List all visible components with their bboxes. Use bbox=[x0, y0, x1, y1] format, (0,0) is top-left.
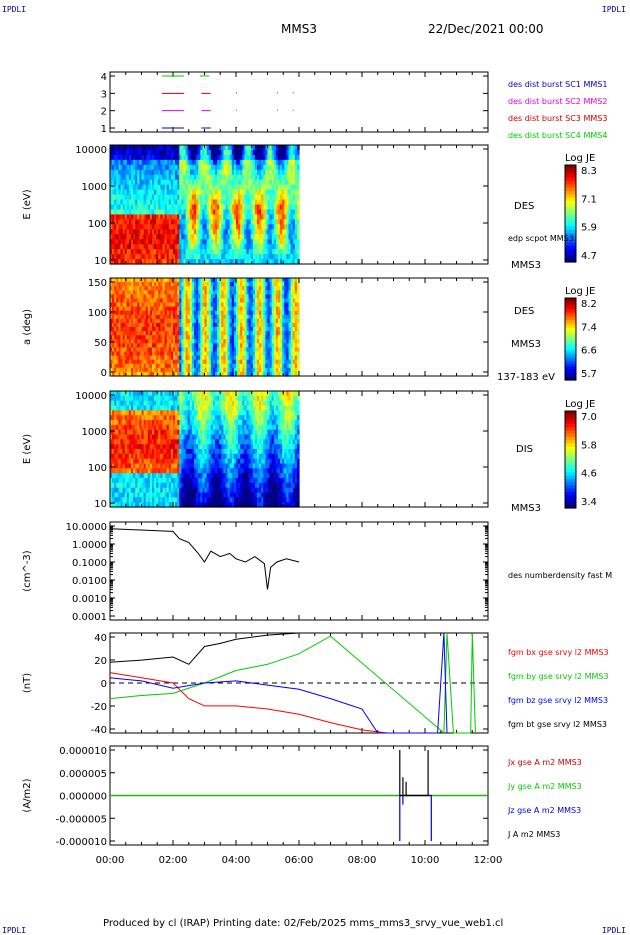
des-energy-colorbar-title: Log JE bbox=[565, 153, 595, 164]
availability-legend-entry: des dist burst SC1 MMS1 bbox=[508, 80, 607, 89]
availability-dot-sc2 bbox=[277, 110, 278, 111]
des-energy-instrument-label: DES bbox=[514, 201, 534, 212]
des-energy-colorbar-label: 4.7 bbox=[581, 251, 597, 262]
des-energy-y-label: 100 bbox=[88, 219, 107, 230]
des-pitch-cell bbox=[297, 339, 300, 344]
des-energy-cell bbox=[297, 200, 300, 206]
des-energy-colorbar-swatch bbox=[565, 188, 576, 192]
availability-dot-sc3 bbox=[277, 92, 278, 93]
des-energy-cell bbox=[297, 224, 300, 230]
des-energy-cell bbox=[297, 205, 300, 211]
availability-frame bbox=[110, 72, 488, 132]
des-pitch-cell bbox=[297, 303, 300, 308]
des-energy-colorbar-swatch bbox=[565, 168, 576, 172]
des-energy-y-label: 10000 bbox=[75, 145, 107, 156]
availability-dot-sc3 bbox=[236, 92, 237, 93]
availability-dot-sc2 bbox=[236, 110, 237, 111]
des-pitch-cell bbox=[297, 331, 300, 336]
des-pitch-instrument-label: DES bbox=[514, 306, 534, 317]
des-pitch-energy-range-label: 137-183 eV bbox=[497, 372, 555, 383]
des-pitch-cell bbox=[297, 307, 300, 312]
des-energy-colorbar-swatch bbox=[565, 226, 576, 230]
des-energy-colorbar-label: 8.3 bbox=[581, 166, 597, 177]
availability-legend-entry: des dist burst SC3 MMS3 bbox=[508, 114, 607, 123]
des-pitch-colorbar-label: 8.2 bbox=[581, 299, 597, 310]
des-energy-cell bbox=[297, 190, 300, 196]
des-pitch-cell bbox=[297, 364, 300, 369]
des-pitch-cell bbox=[297, 286, 300, 291]
des-pitch-cell bbox=[297, 335, 300, 340]
des-pitch-colorbar bbox=[565, 298, 576, 381]
des-energy-colorbar-swatch bbox=[565, 246, 576, 250]
des-energy-image bbox=[110, 145, 300, 265]
des-energy-cell bbox=[297, 249, 300, 255]
des-energy-cell bbox=[297, 254, 300, 260]
des-pitch-y-label: 0 bbox=[101, 368, 107, 379]
des-pitch-cell bbox=[297, 352, 300, 357]
des-energy-y-label: 10 bbox=[94, 256, 107, 267]
des-pitch-cell bbox=[297, 327, 300, 332]
des-energy-y-label: 1000 bbox=[82, 182, 107, 193]
dis-energy-image bbox=[110, 391, 300, 508]
des-energy-overlay-label: edp scpot MMS3 bbox=[508, 234, 574, 243]
des-pitch-axis-title: a (deg) bbox=[22, 309, 33, 345]
des-energy-cell bbox=[297, 244, 300, 250]
availability-y-label: 2 bbox=[101, 107, 107, 118]
des-energy-cell bbox=[297, 234, 300, 240]
des-pitch-cell bbox=[297, 290, 300, 295]
des-pitch-y-label: 150 bbox=[88, 278, 107, 289]
des-energy-cell bbox=[297, 210, 300, 216]
des-energy-spacecraft-label: MMS3 bbox=[511, 260, 541, 271]
des-energy-cell bbox=[297, 185, 300, 191]
des-energy-cell bbox=[297, 239, 300, 245]
des-energy-cell bbox=[297, 165, 300, 171]
des-energy-colorbar-swatch bbox=[565, 207, 576, 211]
des-pitch-colorbar-label: 6.6 bbox=[581, 346, 597, 357]
des-energy-cell bbox=[297, 219, 300, 225]
des-pitch-cell bbox=[297, 343, 300, 348]
des-energy-cell bbox=[297, 170, 300, 176]
des-pitch-cell bbox=[297, 323, 300, 328]
des-pitch-colorbar-label: 5.7 bbox=[581, 369, 597, 380]
des-pitch-cell bbox=[297, 347, 300, 352]
availability-y-label: 3 bbox=[101, 89, 107, 100]
availability-y-label: 4 bbox=[101, 72, 107, 83]
des-energy-colorbar-swatch bbox=[565, 256, 576, 260]
des-pitch-colorbar-label: 7.4 bbox=[581, 322, 597, 333]
des-energy-colorbar-label: 7.1 bbox=[581, 194, 597, 205]
des-pitch-cell bbox=[297, 315, 300, 320]
des-pitch-spacecraft-label: MMS3 bbox=[511, 339, 541, 350]
des-energy-cell bbox=[297, 180, 300, 186]
des-energy-axis-title: E (eV) bbox=[22, 189, 33, 219]
des-pitch-cell bbox=[297, 311, 300, 316]
des-energy-cell bbox=[297, 195, 300, 201]
des-energy-colorbar-swatch bbox=[565, 178, 576, 182]
des-energy-cell bbox=[297, 214, 300, 220]
des-pitch-colorbar-title: Log JE bbox=[565, 286, 595, 297]
des-energy-cell bbox=[297, 229, 300, 235]
des-energy-colorbar-swatch bbox=[565, 197, 576, 201]
availability-dot-sc2 bbox=[293, 110, 294, 111]
des-pitch-cell bbox=[297, 319, 300, 324]
des-pitch-cell bbox=[297, 294, 300, 299]
des-pitch-image bbox=[110, 278, 300, 377]
des-energy-colorbar bbox=[565, 165, 576, 263]
availability-dot-sc3 bbox=[293, 92, 294, 93]
des-pitch-y-label: 50 bbox=[94, 338, 107, 349]
des-energy-colorbar-label: 5.9 bbox=[581, 223, 597, 234]
availability-legend-entry: des dist burst SC4 MMS4 bbox=[508, 131, 607, 140]
availability-legend-entry: des dist burst SC2 MMS2 bbox=[508, 97, 607, 106]
des-energy-cell bbox=[297, 155, 300, 161]
des-energy-cell bbox=[297, 160, 300, 166]
availability-y-label: 1 bbox=[101, 124, 107, 135]
des-energy-cell bbox=[297, 150, 300, 156]
availability-dot-sc1 bbox=[236, 127, 237, 128]
des-energy-colorbar-swatch bbox=[565, 217, 576, 221]
des-pitch-cell bbox=[297, 356, 300, 361]
des-pitch-cell bbox=[297, 360, 300, 365]
des-pitch-cell bbox=[297, 298, 300, 303]
des-energy-cell bbox=[297, 175, 300, 181]
des-pitch-y-label: 100 bbox=[88, 308, 107, 319]
